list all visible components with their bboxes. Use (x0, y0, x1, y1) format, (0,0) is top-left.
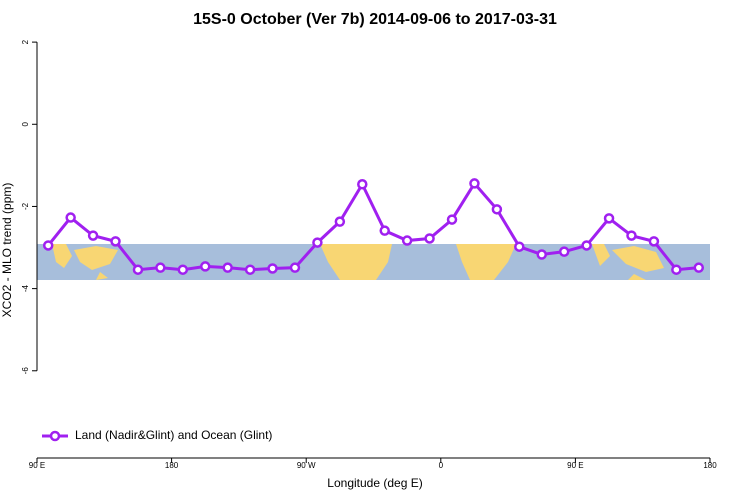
x-tick-label: 180 (703, 461, 717, 470)
data-point (200, 261, 211, 272)
data-point (65, 212, 76, 223)
data-point (110, 236, 121, 247)
x-tick-label: 90 W (297, 461, 316, 470)
data-point (671, 264, 682, 275)
data-point (693, 262, 705, 273)
data-point (581, 240, 592, 251)
y-tick-label: -6 (21, 367, 30, 375)
data-point (244, 264, 256, 275)
data-point (379, 225, 390, 236)
y-axis-label: XCO2 - MLO trend (ppm) (0, 183, 14, 318)
data-point (42, 240, 54, 251)
data-point (424, 233, 435, 244)
data-point (446, 214, 458, 225)
data-point (603, 213, 615, 224)
data-point (357, 179, 368, 190)
data-point (536, 249, 547, 260)
y-tick-label: 2 (21, 39, 30, 44)
x-axis-label: Longitude (deg E) (327, 476, 422, 490)
data-point (87, 230, 99, 241)
data-point (289, 262, 301, 273)
data-point (514, 241, 525, 252)
data-point (558, 246, 570, 257)
data-point (648, 236, 660, 247)
x-tick-label: 180 (165, 461, 179, 470)
y-tick-label: 0 (21, 122, 30, 127)
map-band (37, 244, 710, 280)
y-tick-label: -2 (21, 202, 30, 210)
data-point (491, 204, 503, 215)
data-point (334, 216, 346, 227)
data-point (267, 263, 278, 274)
x-tick-label: 0 (439, 461, 444, 470)
chart-title: 15S-0 October (Ver 7b) 2014-09-06 to 201… (193, 11, 557, 28)
y-tick-label: -4 (21, 285, 30, 293)
data-point (177, 264, 189, 275)
data-point (312, 237, 323, 248)
data-point (222, 262, 233, 273)
legend-marker (49, 430, 61, 442)
data-point (469, 178, 480, 189)
x-tick-label: 90 E (567, 461, 583, 470)
x-tick-label: 90 E (29, 461, 45, 470)
data-point (626, 230, 637, 241)
data-point (132, 264, 144, 275)
legend-label: Land (Nadir&Glint) and Ocean (Glint) (75, 428, 272, 442)
data-point (401, 235, 413, 246)
data-point (155, 262, 166, 273)
